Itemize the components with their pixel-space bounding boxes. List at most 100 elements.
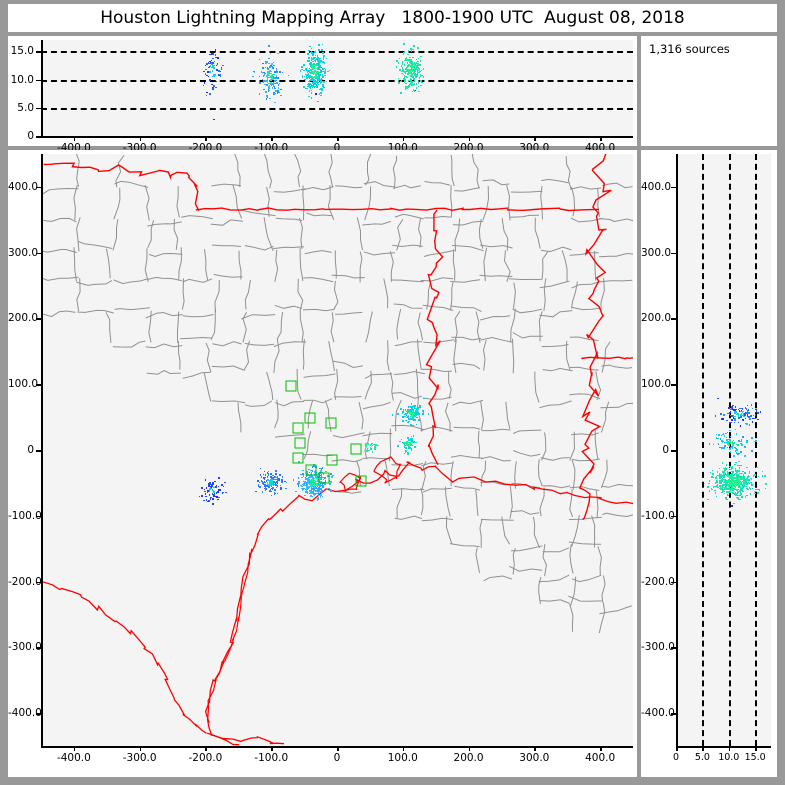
lightning-source-point [751, 437, 753, 439]
county-line [598, 602, 606, 634]
lightning-source-point [331, 476, 333, 478]
lightning-source-point [312, 73, 315, 75]
y-tick-mark [36, 581, 41, 584]
lightning-source-point [306, 490, 308, 493]
lightning-source-point [204, 490, 206, 493]
lightning-source-point [310, 72, 312, 74]
lightning-source-point [313, 67, 316, 69]
lightning-source-point [414, 69, 416, 71]
county-line [454, 485, 481, 491]
county-line [78, 240, 113, 249]
lightning-source-point [751, 450, 753, 452]
altitude-vs-north-plotarea[interactable] [676, 154, 771, 746]
lightning-source-point [734, 486, 737, 489]
county-line [391, 488, 425, 491]
county-line [302, 186, 334, 191]
lightning-source-point [725, 432, 727, 435]
county-line [568, 595, 602, 602]
lightning-source-point [718, 482, 721, 484]
county-line [481, 428, 511, 432]
lightning-source-point [737, 486, 740, 488]
lightning-source-point [717, 442, 720, 445]
lightning-source-point [323, 67, 326, 70]
plan-view-map-plotarea[interactable] [41, 154, 633, 746]
gridline [702, 154, 705, 746]
lightning-source-point [319, 488, 321, 490]
lightning-source-point [406, 66, 408, 69]
lightning-source-point [213, 118, 215, 121]
lightning-source-point [373, 447, 376, 449]
lightning-source-point [307, 485, 309, 488]
lightning-source-point [733, 421, 736, 424]
county-line [421, 368, 452, 373]
x-tick-mark [468, 746, 471, 751]
lightning-source-point [735, 447, 737, 450]
lightning-source-point [757, 475, 760, 478]
lightning-source-point [275, 478, 278, 481]
lightning-source-point [414, 64, 416, 66]
lightning-source-point [306, 69, 309, 72]
lightning-source-point [310, 59, 313, 62]
lightning-source-point [740, 493, 742, 495]
lightning-source-point [264, 485, 266, 488]
lightning-source-point [408, 64, 411, 67]
lightning-source-point [219, 488, 221, 491]
lightning-source-point [405, 416, 408, 419]
lightning-source-point [271, 73, 274, 76]
lightning-source-point [744, 455, 746, 457]
lightning-source-point [218, 496, 220, 499]
lightning-source-point [313, 76, 316, 78]
lightning-source-point [413, 65, 416, 67]
lightning-source-point [212, 53, 214, 55]
lightning-source-point [311, 481, 313, 484]
lightning-source-point [750, 404, 753, 406]
lightning-source-point [739, 492, 742, 494]
lightning-source-point [721, 462, 724, 464]
lightning-source-point [317, 75, 320, 77]
lightning-source-point [279, 474, 281, 476]
lightning-source-point [409, 439, 412, 441]
lightning-source-point [262, 483, 265, 486]
lightning-source-point [303, 482, 306, 485]
lightning-source-point [422, 68, 425, 70]
lightning-source-point [725, 488, 728, 491]
lightning-source-point [271, 83, 274, 86]
lightning-source-point [412, 405, 415, 407]
lightning-source-point [731, 472, 733, 475]
lightning-source-point [405, 82, 407, 85]
lightning-source-point [725, 464, 728, 466]
lightning-source-point [741, 408, 744, 411]
lightning-source-point [210, 487, 213, 490]
lightning-source-point [711, 488, 713, 491]
lightning-source-point [410, 72, 413, 75]
lightning-source-point [270, 494, 273, 497]
lightning-source-point [325, 470, 327, 473]
lightning-source-point [724, 487, 727, 489]
lightning-source-point [209, 60, 211, 63]
county-line [147, 221, 182, 227]
lightning-source-point [213, 73, 216, 76]
lightning-source-point [278, 82, 281, 85]
lightning-source-point [746, 481, 749, 484]
lightning-source-point [756, 466, 758, 469]
county-line [599, 605, 632, 615]
lightning-source-point [274, 71, 276, 73]
lightning-source-point [313, 465, 315, 468]
lightning-source-point [730, 484, 732, 486]
lightning-source-point [741, 419, 744, 422]
lightning-source-point [407, 73, 409, 76]
lightning-source-point [722, 440, 725, 443]
county-line [448, 371, 452, 399]
lightning-source-point [400, 79, 403, 82]
altitude-vs-east-plotarea[interactable] [41, 40, 633, 136]
lightning-source-point [729, 484, 731, 486]
lightning-source-point [320, 69, 323, 72]
lightning-source-point [259, 467, 262, 470]
county-line [205, 342, 212, 373]
lightning-source-point [746, 414, 749, 416]
lightning-source-point [317, 496, 320, 499]
lightning-source-point [262, 75, 265, 78]
lightning-source-point [735, 433, 738, 435]
lightning-source-point [733, 455, 735, 457]
county-line [41, 276, 79, 281]
